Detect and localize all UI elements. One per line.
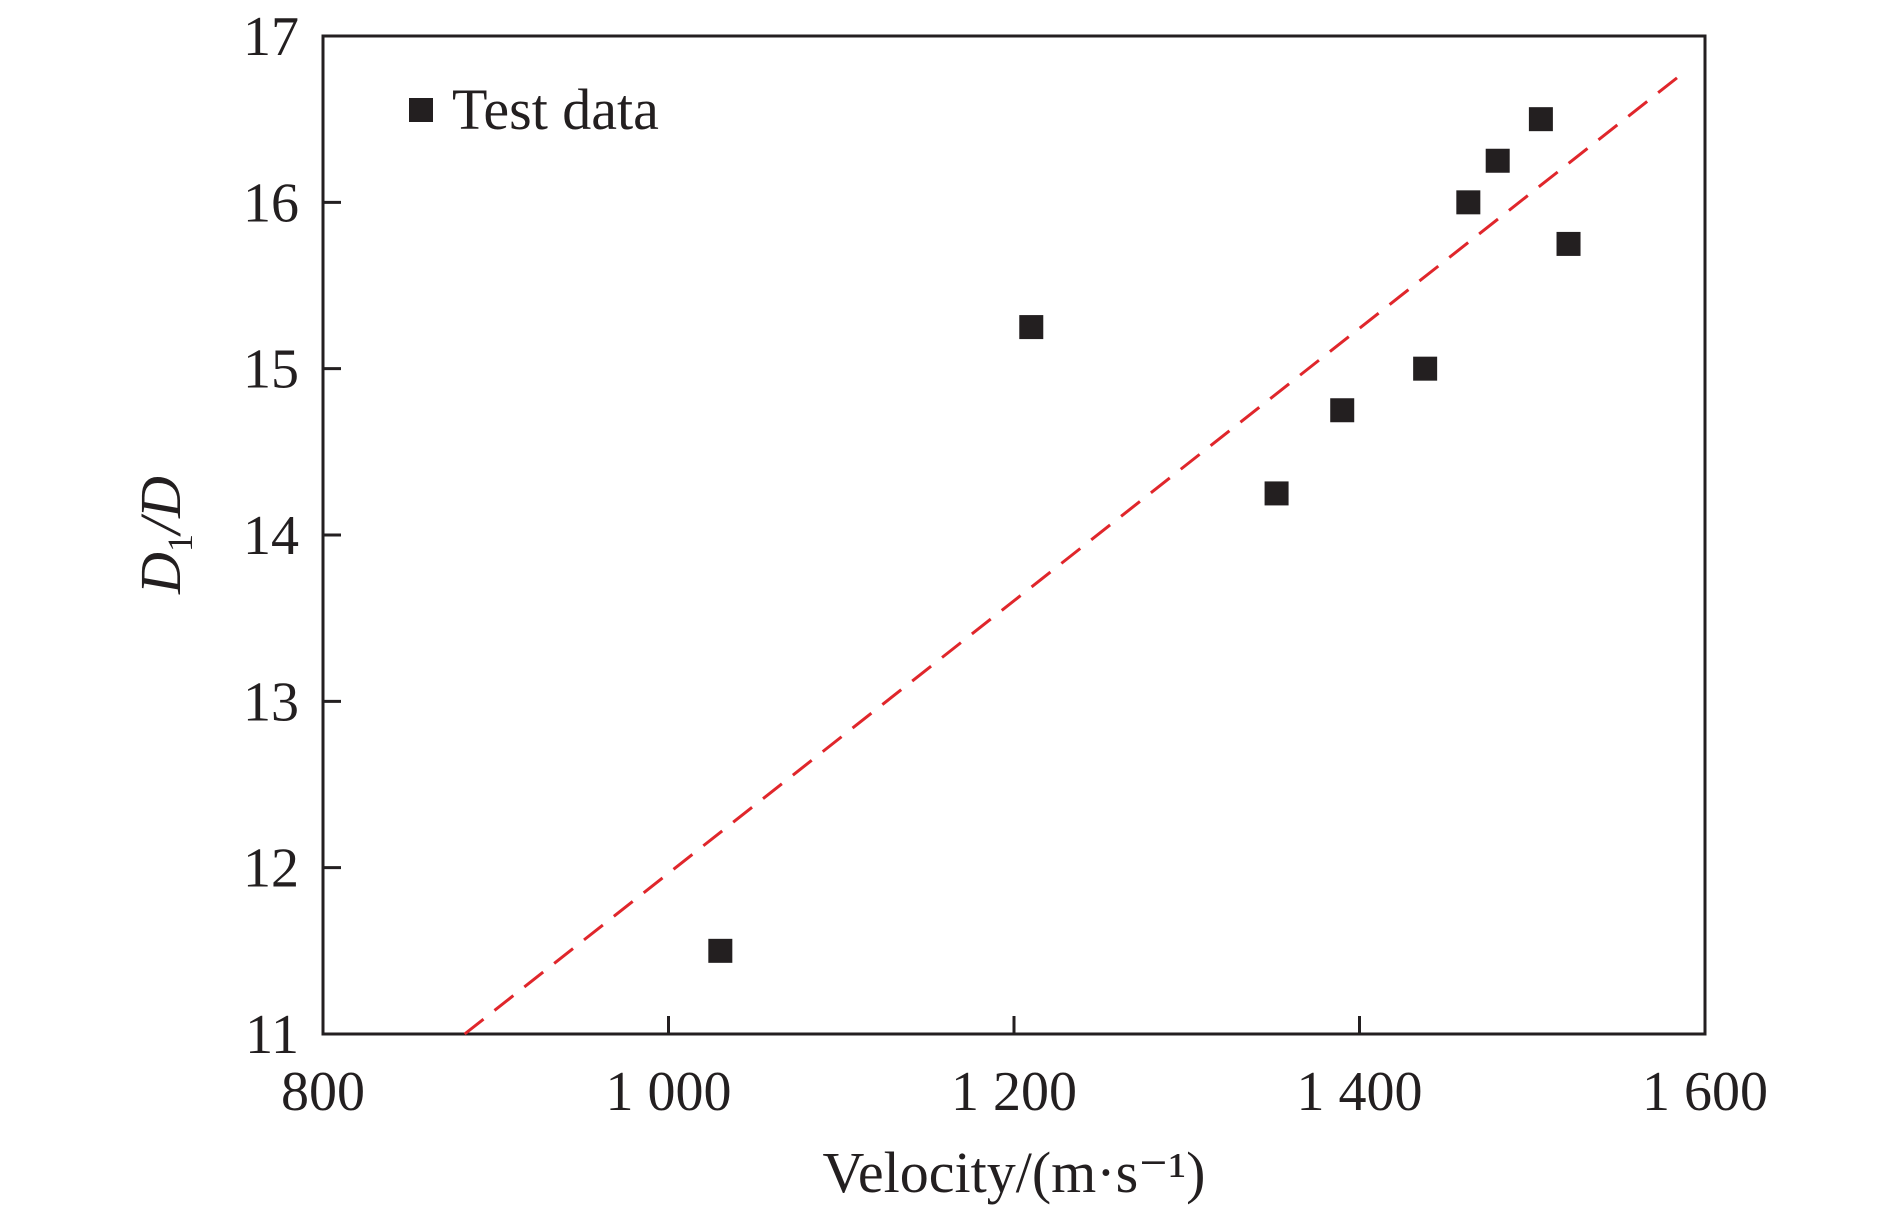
y-tick-label: 14: [243, 505, 299, 567]
x-axis-ticks: 800 1 000 1 200 1 400 1 600: [281, 1016, 1768, 1123]
data-point-square: [1556, 231, 1581, 256]
y-axis-label-rest: /D: [128, 476, 193, 537]
fit-line-dashed: [463, 76, 1679, 1036]
y-tick-label: 13: [243, 671, 299, 733]
y-axis-label-subscript: 1: [160, 534, 200, 552]
y-axis-label-main: D: [128, 552, 193, 595]
y-tick-label: 11: [245, 1004, 299, 1066]
legend-label: Test data: [452, 77, 659, 142]
data-point-square: [1413, 356, 1438, 381]
data-point-square: [1528, 107, 1553, 132]
y-axis-label: D1/D: [128, 476, 200, 595]
y-tick-label: 16: [243, 172, 299, 234]
data-points: [708, 107, 1581, 963]
data-point-square: [1456, 190, 1481, 215]
plot-frame: [321, 34, 1707, 1036]
legend: Test data: [409, 77, 659, 142]
x-tick-label: 1 600: [1642, 1061, 1768, 1123]
fit-line-group: [463, 76, 1679, 1036]
data-point-square: [1485, 148, 1510, 173]
x-tick-label: 1 000: [606, 1061, 732, 1123]
data-point-square: [1264, 481, 1289, 506]
x-axis-label: Velocity/(m·s⁻¹): [822, 1140, 1205, 1205]
y-tick-label: 17: [243, 6, 299, 68]
data-point-square: [708, 938, 733, 963]
data-point-square: [1330, 398, 1355, 423]
y-tick-label: 15: [243, 339, 299, 401]
y-tick-label: 12: [243, 838, 299, 900]
x-tick-label: 800: [281, 1061, 365, 1123]
legend-marker-square: [409, 98, 433, 122]
x-tick-label: 1 400: [1297, 1061, 1423, 1123]
data-point-square: [1019, 315, 1044, 340]
x-tick-label: 1 200: [951, 1061, 1077, 1123]
y-axis-ticks: 11 12 13 14 15 16 17: [243, 6, 341, 1066]
